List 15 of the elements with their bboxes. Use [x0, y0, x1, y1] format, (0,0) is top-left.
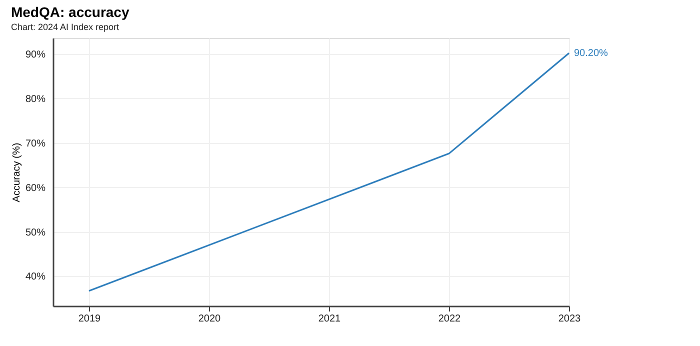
x-tick-label: 2021 [318, 314, 342, 324]
y-tick-label: 50% [25, 227, 46, 238]
x-tick-label: 2023 [558, 314, 582, 324]
data-label: 90.20% [574, 48, 608, 60]
x-tick-label: 2020 [198, 314, 222, 324]
y-tick-label: 80% [25, 94, 46, 105]
y-tick-label: 70% [25, 138, 46, 150]
y-tick-label: 40% [25, 272, 46, 283]
y-axis-title: Accuracy (%) [11, 142, 22, 202]
y-tick-label: 60% [25, 182, 46, 194]
chart-title: MedQA: accuracy [10, 4, 130, 20]
x-tick-label: 2022 [438, 314, 462, 324]
x-tick-label: 2019 [78, 314, 102, 324]
y-tick-label: 90% [25, 50, 46, 60]
chart-subtitle: Chart: 2024 AI Index report [10, 22, 120, 32]
